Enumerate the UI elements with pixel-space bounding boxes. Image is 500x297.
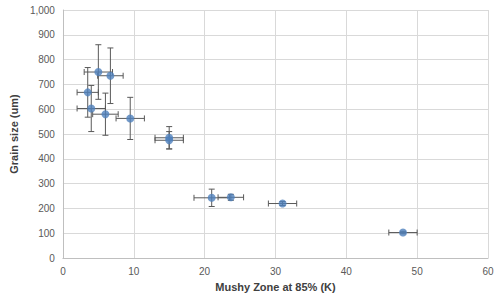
svg-text:700: 700 — [38, 79, 55, 90]
svg-text:50: 50 — [412, 266, 424, 277]
svg-text:100: 100 — [38, 228, 55, 239]
svg-text:1,000: 1,000 — [30, 5, 55, 16]
svg-text:Grain size (um): Grain size (um) — [8, 94, 20, 174]
svg-text:0: 0 — [49, 253, 55, 264]
svg-text:30: 30 — [270, 266, 282, 277]
svg-text:60: 60 — [482, 266, 494, 277]
svg-text:300: 300 — [38, 178, 55, 189]
svg-text:900: 900 — [38, 29, 55, 40]
svg-text:Mushy Zone at 85% (K): Mushy Zone at 85% (K) — [215, 281, 336, 293]
svg-text:0: 0 — [60, 266, 66, 277]
svg-text:400: 400 — [38, 153, 55, 164]
svg-text:10: 10 — [128, 266, 140, 277]
svg-text:200: 200 — [38, 203, 55, 214]
svg-text:600: 600 — [38, 104, 55, 115]
svg-text:500: 500 — [38, 129, 55, 140]
svg-text:20: 20 — [199, 266, 211, 277]
svg-text:800: 800 — [38, 54, 55, 65]
svg-text:40: 40 — [341, 266, 353, 277]
